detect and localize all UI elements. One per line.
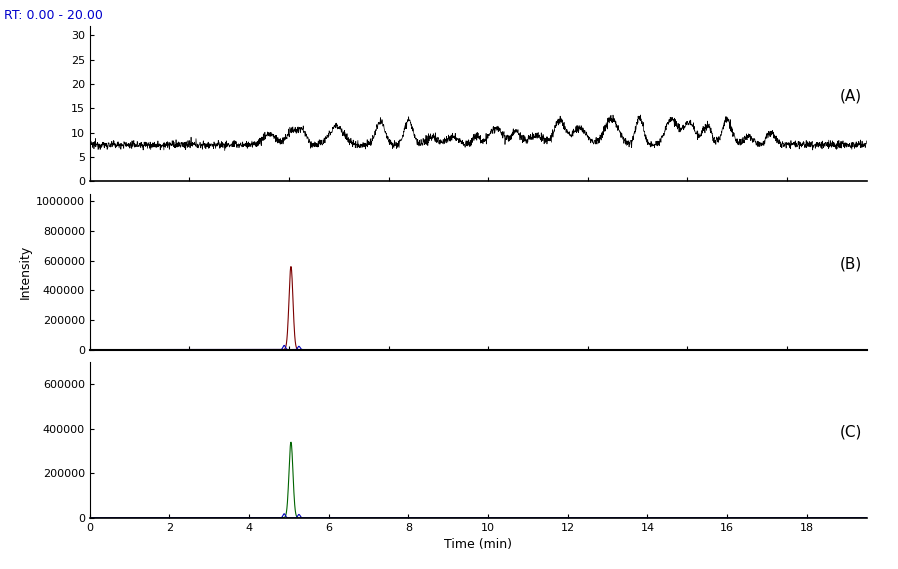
X-axis label: Time (min): Time (min) [445,538,512,551]
Text: (B): (B) [840,257,862,271]
Text: (C): (C) [840,424,862,440]
Y-axis label: Intensity: Intensity [19,245,31,299]
Text: (A): (A) [840,88,861,103]
Text: RT: 0.00 - 20.00: RT: 0.00 - 20.00 [4,9,103,22]
